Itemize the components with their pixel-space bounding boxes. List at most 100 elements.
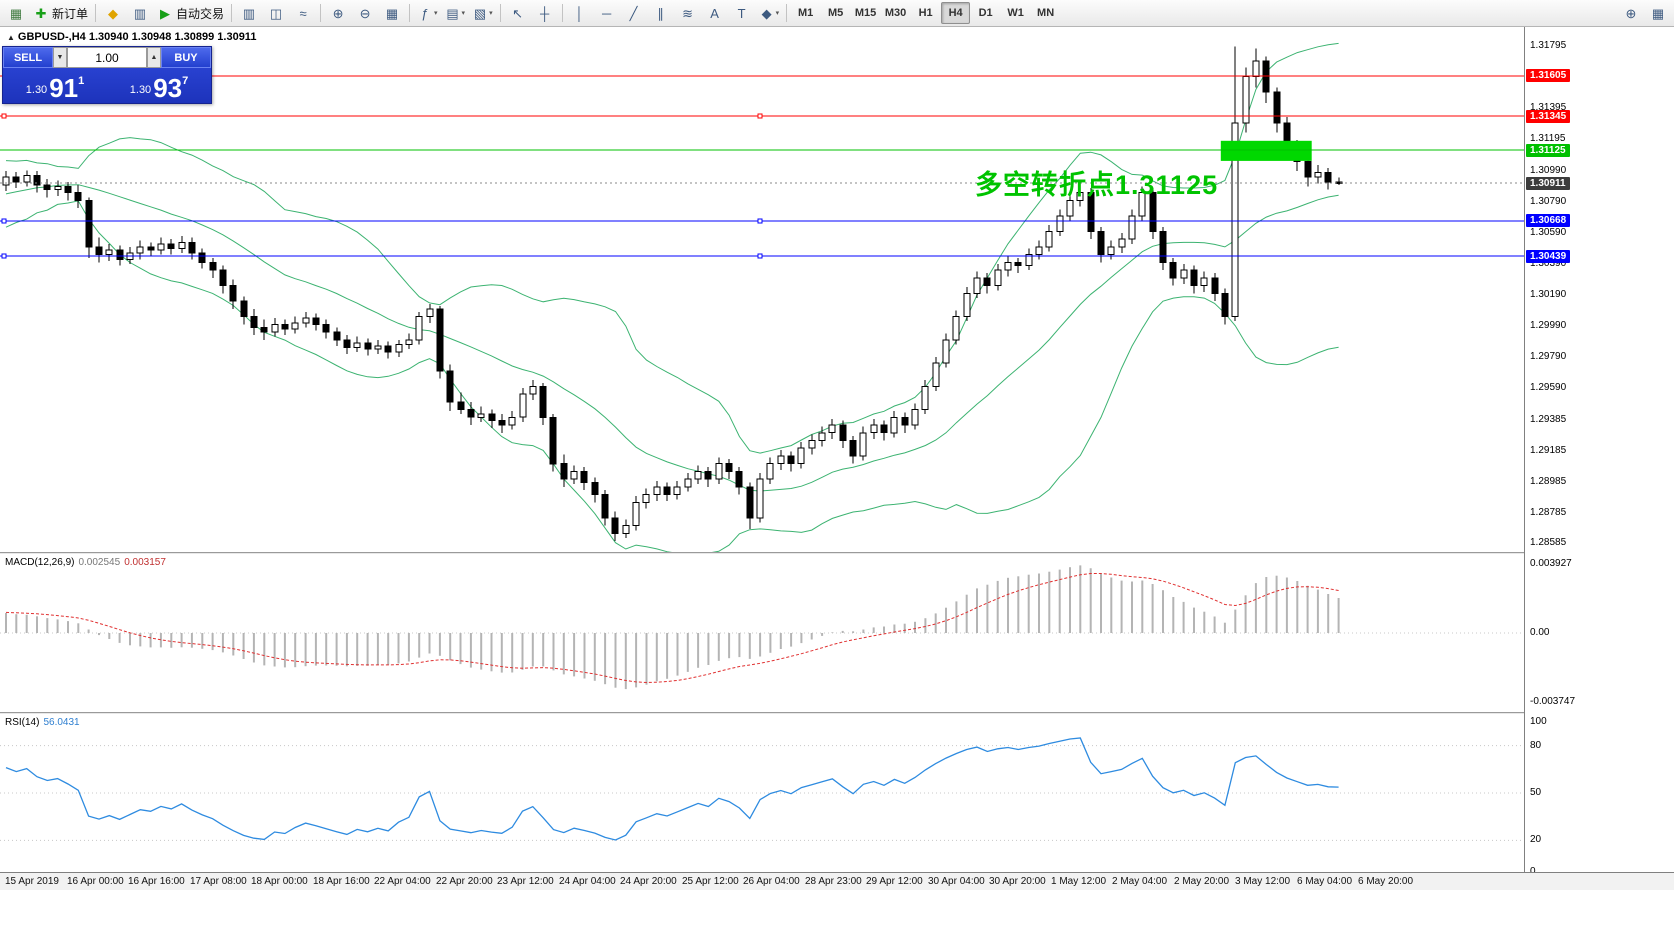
time-tick-label: 18 Apr 16:00 (313, 876, 370, 887)
timeframe-m15-button[interactable]: M15 (854, 7, 877, 19)
timeframe-w1-button[interactable]: W1 (1007, 7, 1024, 19)
rsi-axis-label: 80 (1530, 740, 1542, 751)
new-order-icon: ✚ (35, 5, 47, 21)
crosshair-button[interactable]: ┼ (532, 1, 558, 25)
rsi-name: RSI(14) (5, 717, 40, 728)
price-tick-label: 1.28585 (1530, 537, 1567, 548)
time-tick-label: 28 Apr 23:00 (805, 876, 862, 887)
macd-main-value: 0.002545 (78, 557, 121, 568)
templates-button[interactable]: ▧ ▾ (469, 1, 496, 25)
ohlc-values: 1.30940 1.30948 1.30899 1.30911 (88, 31, 257, 43)
macd-panel[interactable] (0, 554, 1524, 712)
periods-button[interactable]: ▤ ▾ (442, 1, 469, 25)
text-icon: A (710, 5, 719, 21)
price-tick-label: 1.30390 (1530, 258, 1567, 269)
price-badge: 1.30668 (1526, 214, 1571, 227)
horizontal-line-button[interactable]: ─ (594, 1, 620, 25)
sell-price[interactable]: 1.30 91 1 (3, 68, 107, 103)
autotrading-icon: ▶ (160, 5, 171, 21)
chevron-down-icon: ▾ (461, 10, 466, 17)
tile-windows-button[interactable]: ▦ (379, 1, 405, 25)
price-tick-label: 1.31195 (1530, 133, 1566, 144)
volume-increase-button[interactable]: ▲ (147, 47, 161, 68)
chevron-down-icon: ▾ (489, 10, 493, 17)
timeframe-h4-button[interactable]: H4 (941, 2, 971, 24)
shapes-button[interactable]: ◆ ▾ (756, 1, 783, 25)
vertical-line-icon: │ (575, 5, 584, 21)
time-tick-label: 29 Apr 12:00 (866, 876, 923, 887)
search-button[interactable]: ⊕ (1618, 1, 1644, 25)
text-label-button[interactable]: T (729, 1, 755, 25)
new-chart-button[interactable]: ▦ (3, 1, 29, 25)
sell-price-sup: 1 (78, 75, 85, 87)
rsi-panel[interactable] (0, 714, 1524, 872)
candlestick-chart-button[interactable]: ◫ (263, 1, 289, 25)
volume-decrease-button[interactable]: ▼ (53, 47, 67, 68)
new-order-button[interactable]: ✚ 新订单 (30, 1, 91, 25)
price-tick-label: 1.30190 (1530, 289, 1567, 300)
buy-price[interactable]: 1.30 93 7 (107, 68, 211, 103)
sell-price-big: 91 (49, 73, 79, 103)
equidistant-channel-button[interactable]: ∥ (648, 1, 674, 25)
panel-separator[interactable] (0, 552, 1674, 554)
main-chart[interactable] (0, 27, 1524, 552)
new-chart-icon: ▦ (9, 5, 23, 21)
data-window-button[interactable]: ▦ (1645, 1, 1671, 25)
new-order-label: 新订单 (52, 6, 89, 21)
sell-button[interactable]: SELL (3, 47, 53, 68)
candlestick-chart-icon: ◫ (269, 5, 283, 21)
panel-separator[interactable] (0, 712, 1674, 714)
line-chart-button[interactable]: ≈ (290, 1, 316, 25)
timeframe-m30-button[interactable]: M30 (884, 7, 907, 19)
buy-button[interactable]: BUY (161, 47, 211, 68)
chevron-down-icon: ▾ (434, 10, 438, 17)
timeframe-m5-button[interactable]: M5 (827, 7, 844, 19)
trendline-button[interactable]: ╱ (621, 1, 647, 25)
data-window-icon: ▦ (1651, 5, 1665, 21)
price-tick-label: 1.29990 (1530, 320, 1567, 331)
time-tick-label: 2 May 04:00 (1112, 876, 1168, 887)
autotrading-button[interactable]: ▶ 自动交易 (154, 1, 227, 25)
zoom-in-button[interactable]: ⊕ (325, 1, 351, 25)
volume-input[interactable] (67, 47, 147, 68)
symbol-info: ▲ GBPUSD-,H4 1.30940 1.30948 1.30899 1.30… (7, 31, 256, 43)
price-tick-label: 1.29790 (1530, 351, 1567, 362)
chevron-down-icon: ▾ (775, 10, 780, 17)
chart-annotation-text[interactable]: 多空转折点1.31125 (975, 170, 1219, 200)
line-chart-icon: ≈ (299, 5, 307, 21)
toolbar-separator (499, 4, 501, 22)
price-tick-label: 1.31395 (1530, 102, 1567, 113)
price-tick-label: 1.29385 (1530, 414, 1567, 425)
time-tick-label: 24 Apr 04:00 (559, 876, 616, 887)
zoom-out-button[interactable]: ⊖ (352, 1, 378, 25)
price-axis[interactable]: 1.31795 1.31395 1.31195 1.30990 1.30790 1.305… (1524, 27, 1674, 872)
cursor-button[interactable]: ↖ (505, 1, 531, 25)
toolbar-separator (561, 4, 563, 22)
time-tick-label: 18 Apr 00:00 (251, 876, 308, 887)
time-tick-label: 24 Apr 20:00 (620, 876, 677, 887)
timeframe-m1-button[interactable]: M1 (797, 7, 814, 19)
rsi-axis-label: 20 (1530, 834, 1542, 845)
timeframe-mn-button[interactable]: MN (1037, 7, 1055, 19)
cursor-icon: ↖ (512, 5, 524, 21)
time-tick-label: 22 Apr 20:00 (436, 876, 493, 887)
time-axis[interactable]: 15 Apr 2019 16 Apr 00:00 16 Apr 16:00 17 Ap… (0, 872, 1674, 890)
vertical-line-button[interactable]: │ (567, 1, 593, 25)
market-watch-icon: ▥ (133, 5, 147, 21)
periods-icon: ▤ (446, 5, 459, 21)
horizontal-lines-layer[interactable] (0, 75, 1524, 259)
fibonacci-button[interactable]: ≋ (675, 1, 701, 25)
market-watch-button[interactable]: ▥ (127, 1, 153, 25)
indicators-button[interactable]: ƒ ▾ (414, 1, 441, 25)
timeframe-d1-button[interactable]: D1 (978, 7, 993, 19)
rsi-indicator-label: RSI(14) 56.0431 (5, 717, 80, 728)
favorites-button[interactable]: ◆ (100, 1, 126, 25)
bar-chart-button[interactable]: ▥ (236, 1, 262, 25)
time-tick-label: 15 Apr 2019 (5, 876, 59, 887)
zoom-in-icon: ⊕ (332, 5, 344, 21)
timeframe-h1-button[interactable]: H1 (918, 7, 933, 19)
highlight-rectangle[interactable] (1220, 140, 1312, 161)
text-button[interactable]: A (702, 1, 728, 25)
tile-windows-icon: ▦ (385, 5, 399, 21)
macd-indicator-label: MACD(12,26,9) 0.002545 0.003157 (5, 557, 166, 568)
